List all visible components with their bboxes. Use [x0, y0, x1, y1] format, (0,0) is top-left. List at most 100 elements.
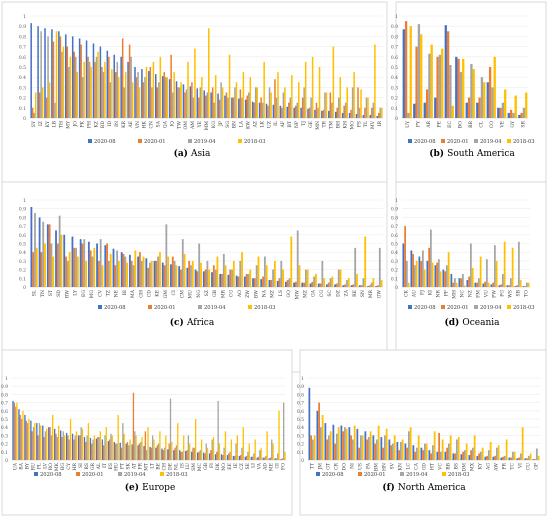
- bar: [296, 230, 299, 287]
- x-tick-label: KN: [398, 463, 404, 470]
- bar: [181, 239, 184, 287]
- bar: [272, 269, 274, 287]
- bar: [49, 427, 51, 460]
- x-tick-label: RS: [84, 463, 90, 470]
- bar: [398, 450, 400, 460]
- bar: [350, 435, 352, 460]
- bar: [171, 256, 174, 287]
- bar: [190, 265, 192, 287]
- bar: [464, 450, 466, 460]
- legend-label: 2018-03: [254, 305, 276, 311]
- bar: [134, 250, 137, 287]
- bar: [325, 92, 328, 118]
- bar: [25, 420, 27, 460]
- bar: [332, 46, 335, 118]
- bar: [497, 107, 500, 118]
- bar: [191, 82, 193, 118]
- bar: [462, 451, 464, 460]
- x-tick-label: IL: [273, 121, 279, 126]
- bar: [227, 274, 230, 287]
- bar: [36, 423, 38, 460]
- x-tick-label: US: [358, 463, 364, 470]
- bar: [344, 102, 347, 118]
- bar: [352, 284, 355, 287]
- x-tick-label: HK: [142, 120, 148, 128]
- bar: [474, 282, 477, 287]
- bar: [177, 423, 179, 460]
- bar: [62, 431, 64, 460]
- bar: [527, 282, 530, 287]
- bar: [280, 260, 283, 287]
- y-tick-label: 0.9: [297, 384, 304, 390]
- x-tick-label: TH: [59, 121, 65, 128]
- x-tick-label: NA: [261, 289, 267, 297]
- x-tick-label: EE: [227, 463, 233, 470]
- bar: [228, 453, 230, 460]
- bar: [151, 435, 154, 460]
- bar: [116, 250, 119, 287]
- bar: [48, 224, 51, 287]
- legend-swatch: [474, 139, 478, 143]
- x-tick-label: FJ: [420, 290, 426, 295]
- bar: [73, 51, 75, 119]
- bar: [284, 87, 286, 118]
- bar: [130, 56, 132, 118]
- bar: [140, 260, 143, 287]
- caption-text: Oceania: [462, 318, 500, 328]
- bar: [352, 439, 354, 460]
- caption-letter: (f): [382, 482, 398, 493]
- bar: [122, 423, 124, 460]
- x-tick-label: MA: [130, 289, 136, 298]
- x-tick-label: LB: [52, 120, 58, 127]
- bar: [450, 273, 453, 287]
- x-tick-label: PS: [356, 121, 362, 127]
- x-tick-label: TJ: [301, 121, 307, 126]
- bar: [235, 82, 238, 118]
- bar: [371, 107, 373, 118]
- bar: [168, 79, 171, 118]
- bar: [472, 447, 474, 460]
- bar: [107, 260, 110, 287]
- x-tick-label: BT: [287, 120, 293, 127]
- caption-text: Europe: [142, 483, 175, 493]
- bar: [59, 36, 62, 118]
- bar: [396, 441, 399, 460]
- bar: [232, 97, 235, 118]
- bar: [439, 271, 442, 287]
- bar: [80, 44, 82, 119]
- bar: [274, 79, 276, 118]
- bar: [186, 450, 188, 460]
- bar: [300, 107, 302, 118]
- bar: [131, 444, 133, 460]
- bar: [131, 82, 134, 118]
- bar: [270, 92, 272, 118]
- bar: [336, 107, 339, 118]
- bar: [458, 278, 461, 287]
- x-tick-label: ST: [48, 289, 54, 296]
- bar: [87, 56, 89, 118]
- y-tick-label: 0.5: [19, 65, 26, 71]
- bar: [202, 452, 205, 460]
- bar: [465, 102, 468, 118]
- bar: [206, 260, 209, 287]
- bar: [146, 450, 148, 460]
- x-tick-label: DK: [215, 462, 221, 470]
- bar: [484, 281, 486, 287]
- bar: [51, 29, 53, 118]
- x-tick-label: NO: [221, 463, 227, 471]
- bar: [358, 447, 360, 460]
- y-tick-label: 0.9: [391, 24, 398, 30]
- bar: [55, 433, 57, 460]
- bar: [211, 272, 213, 287]
- bar: [102, 72, 105, 118]
- bar: [508, 457, 511, 460]
- bar: [140, 441, 142, 460]
- bar: [536, 448, 538, 460]
- bar: [249, 269, 252, 287]
- y-tick-label: 0.3: [391, 259, 398, 265]
- x-tick-label: LA: [239, 120, 245, 127]
- bar: [110, 433, 112, 460]
- bar: [251, 456, 254, 460]
- bar: [91, 256, 94, 287]
- bar: [117, 414, 119, 460]
